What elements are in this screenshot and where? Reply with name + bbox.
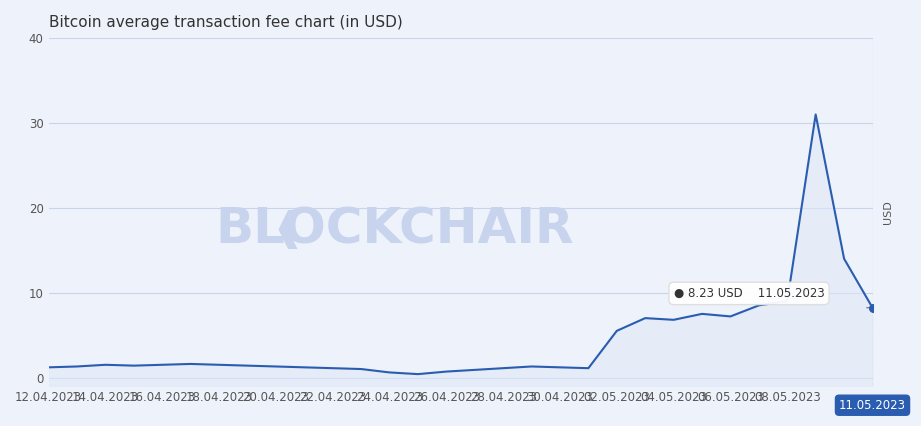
Text: 11.05.2023: 11.05.2023 [839,399,906,412]
Point [865,304,880,311]
Text: ● 8.23 USD    11.05.2023: ● 8.23 USD 11.05.2023 [673,287,824,300]
Y-axis label: USD: USD [883,200,893,224]
Text: BLOCKCHAIR: BLOCKCHAIR [216,205,574,253]
Text: Bitcoin average transaction fee chart (in USD): Bitcoin average transaction fee chart (i… [49,15,402,30]
Text: ❰: ❰ [271,210,304,249]
